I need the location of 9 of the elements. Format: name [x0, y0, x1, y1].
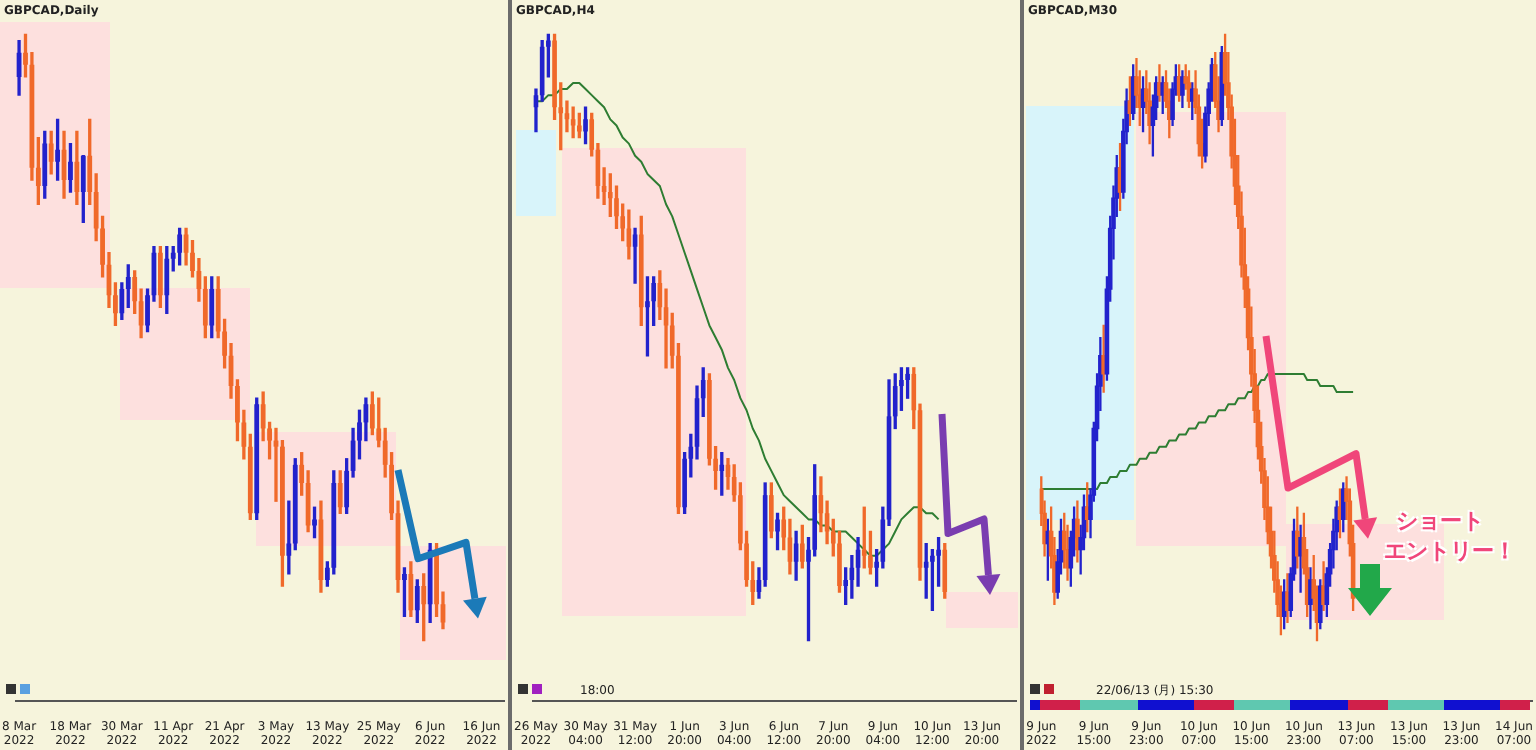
candlestick: [402, 567, 407, 618]
candlestick: [55, 118, 61, 181]
annotation: エントリー！: [1384, 537, 1516, 564]
annotation: ショート: [1396, 508, 1484, 535]
candlestick: [583, 106, 588, 145]
candlestick: [645, 276, 650, 357]
candlestick: [312, 506, 317, 539]
candlestick: [68, 142, 73, 193]
candlestick: [775, 512, 780, 551]
